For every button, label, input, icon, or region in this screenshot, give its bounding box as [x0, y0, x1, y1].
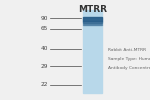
Bar — [82, 21, 102, 23]
Bar — [82, 18, 102, 20]
Text: Rabbit Anti-MTRR: Rabbit Anti-MTRR — [108, 48, 146, 52]
Bar — [82, 10, 102, 93]
Text: 29: 29 — [40, 64, 48, 68]
Text: 90: 90 — [40, 16, 48, 20]
Bar — [82, 24, 102, 25]
Text: MTRR: MTRR — [78, 5, 107, 14]
Text: 22: 22 — [40, 82, 48, 87]
Text: 65: 65 — [41, 26, 48, 32]
Text: Antibody Concentration: 1ug/mL: Antibody Concentration: 1ug/mL — [108, 66, 150, 70]
Text: 40: 40 — [40, 46, 48, 52]
Text: Sample Type: Human Hela: Sample Type: Human Hela — [108, 57, 150, 61]
